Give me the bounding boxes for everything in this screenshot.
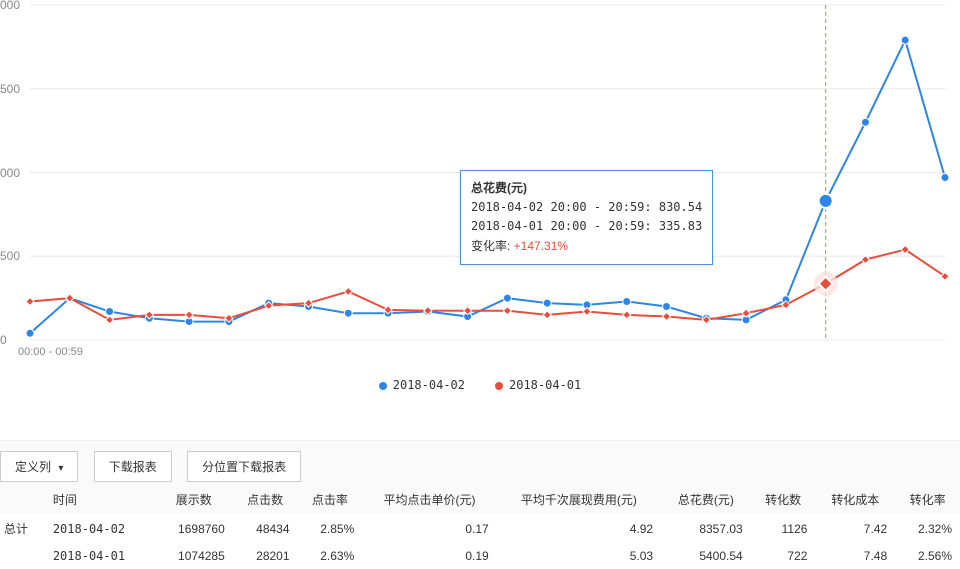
table-cell: 1698760 (155, 514, 233, 543)
y-axis-label: 000 (0, 0, 20, 12)
table-cell: 0.17 (362, 514, 496, 543)
table-cell: 5.03 (497, 543, 661, 569)
download-position-report-button[interactable]: 分位置下载报表 (187, 451, 301, 482)
table-cell: 7.42 (815, 514, 895, 543)
legend-dot-icon (495, 382, 503, 390)
table-header: 转化率 (895, 485, 960, 514)
table-header: 平均点击单价(元) (362, 485, 496, 514)
table-cell: 722 (751, 543, 816, 569)
chevron-down-icon: ▾ (58, 463, 63, 474)
table-cell: 0.19 (362, 543, 496, 569)
table-header: 时间 (45, 485, 155, 514)
tooltip-line2: 2018-04-01 20:00 - 20:59: 335.83 (471, 217, 702, 236)
table-cell: 2.85% (298, 514, 363, 543)
legend-dot-icon (379, 382, 387, 390)
table-header: 平均千次展现费用(元) (497, 485, 661, 514)
table-header: 展示数 (155, 485, 233, 514)
x-axis-first-label: 00:00 - 00:59 (18, 346, 83, 358)
table-cell: 4.92 (497, 514, 661, 543)
table-cell: 8357.03 (661, 514, 751, 543)
data-table: 时间展示数点击数点击率平均点击单价(元)平均千次展现费用(元)总花费(元)转化数… (0, 485, 960, 569)
table-header: 点击率 (298, 485, 363, 514)
table-cell: 2.63% (298, 543, 363, 569)
table-row: 2018-04-011074285282012.63%0.195.035400.… (0, 543, 960, 569)
y-axis-label: 0 (0, 333, 7, 347)
table-cell: 2.32% (895, 514, 960, 543)
tooltip-title: 总花费(元) (471, 179, 702, 198)
custom-columns-button[interactable]: 定义列 ▾ (0, 451, 78, 482)
chart-tooltip: 总花费(元) 2018-04-02 20:00 - 20:59: 830.54 … (460, 170, 713, 265)
table-cell: 1126 (751, 514, 816, 543)
table-cell: 2018-04-02 (45, 514, 155, 543)
y-axis-label: 000 (0, 166, 20, 180)
table-cell: 28201 (233, 543, 298, 569)
y-axis-label: 500 (0, 82, 20, 96)
tooltip-change: 变化率: +147.31% (471, 237, 702, 256)
table-cell: 1074285 (155, 543, 233, 569)
table-header: 点击数 (233, 485, 298, 514)
table-row: 总计2018-04-021698760484342.85%0.174.92835… (0, 514, 960, 543)
row-total-label (0, 543, 45, 569)
chart-legend: 2018-04-02 2018-04-01 (0, 378, 960, 392)
download-report-button[interactable]: 下载报表 (94, 451, 172, 482)
table-cell: 5400.54 (661, 543, 751, 569)
table-header-blank (0, 485, 45, 514)
chart-area: 0 500 000 500 000 00:00 - 00:59 总花费(元) 2018-… (0, 0, 960, 400)
table-cell: 48434 (233, 514, 298, 543)
table-header: 总花费(元) (661, 485, 751, 514)
legend-item[interactable]: 2018-04-01 (495, 378, 581, 392)
legend-item[interactable]: 2018-04-02 (379, 378, 465, 392)
table-cell: 2.56% (895, 543, 960, 569)
y-axis-label: 500 (0, 249, 20, 263)
tooltip-line1: 2018-04-02 20:00 - 20:59: 830.54 (471, 198, 702, 217)
table-header: 转化数 (751, 485, 816, 514)
table-header: 转化成本 (815, 485, 895, 514)
row-total-label: 总计 (0, 514, 45, 543)
table-cell: 7.48 (815, 543, 895, 569)
table-cell: 2018-04-01 (45, 543, 155, 569)
